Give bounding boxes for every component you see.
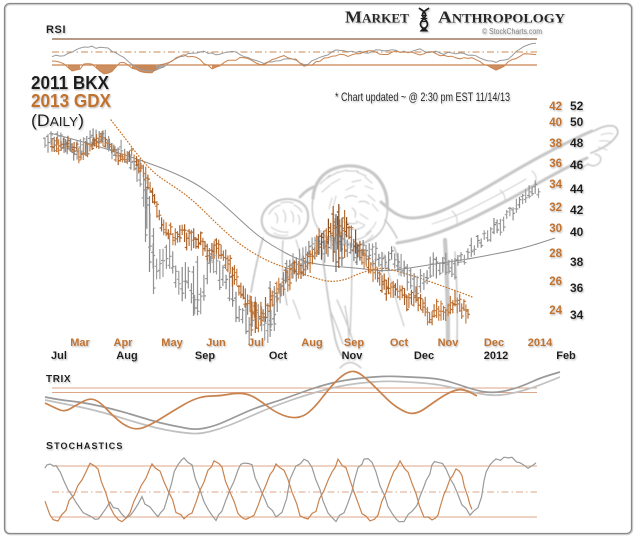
svg-text:RSI: RSI — [46, 24, 66, 36]
svg-text:40: 40 — [549, 117, 562, 129]
svg-text:2014: 2014 — [528, 337, 553, 349]
svg-text:Oct: Oct — [269, 350, 288, 362]
svg-text:28: 28 — [549, 248, 562, 260]
svg-text:42: 42 — [570, 203, 584, 217]
svg-text:36: 36 — [570, 281, 584, 295]
svg-text:May: May — [161, 337, 183, 349]
svg-text:26: 26 — [549, 276, 562, 288]
svg-text:Jul: Jul — [248, 337, 264, 349]
svg-text:40: 40 — [570, 225, 584, 239]
svg-text:© StockCharts.com: © StockCharts.com — [482, 27, 542, 36]
svg-text:52: 52 — [570, 99, 584, 113]
svg-text:Sep: Sep — [344, 337, 364, 349]
svg-text:Feb: Feb — [556, 350, 576, 362]
svg-text:2011 BKX: 2011 BKX — [31, 73, 109, 93]
svg-text:Mar: Mar — [70, 337, 90, 349]
svg-text:Jul: Jul — [51, 350, 67, 362]
svg-text:46: 46 — [570, 158, 584, 172]
svg-text:Oct: Oct — [390, 337, 409, 349]
svg-text:Apr: Apr — [114, 337, 134, 349]
svg-text:36: 36 — [549, 158, 562, 170]
svg-text:Nov: Nov — [342, 350, 364, 362]
svg-text:Dec: Dec — [414, 350, 434, 362]
svg-text:Aug: Aug — [116, 350, 137, 362]
svg-text:(DAILY): (DAILY) — [31, 111, 84, 130]
svg-text:34: 34 — [570, 308, 584, 322]
svg-text:2012: 2012 — [484, 350, 508, 362]
svg-text:34: 34 — [549, 179, 562, 191]
svg-text:Dec: Dec — [484, 337, 504, 349]
svg-text:50: 50 — [570, 115, 584, 129]
svg-text:24: 24 — [549, 305, 562, 317]
svg-text:42: 42 — [549, 101, 562, 113]
svg-text:Nov: Nov — [438, 337, 460, 349]
svg-text:48: 48 — [570, 136, 584, 150]
svg-text:44: 44 — [570, 182, 584, 196]
svg-text:30: 30 — [549, 223, 562, 235]
svg-text:38: 38 — [570, 255, 584, 269]
svg-text:TRIX: TRIX — [46, 374, 71, 385]
svg-text:MARKET: MARKET — [345, 8, 410, 27]
svg-text:Sep: Sep — [195, 350, 215, 362]
svg-text:Aug: Aug — [301, 337, 322, 349]
svg-text:* Chart updated ~ @ 2:30 pm ES: * Chart updated ~ @ 2:30 pm EST 11/14/13 — [335, 90, 510, 104]
svg-text:2013 GDX: 2013 GDX — [31, 91, 111, 111]
svg-text:38: 38 — [549, 138, 562, 150]
svg-text:Jun: Jun — [206, 337, 226, 349]
svg-text:32: 32 — [549, 202, 562, 214]
svg-text:STOCHASTICS: STOCHASTICS — [46, 440, 123, 452]
